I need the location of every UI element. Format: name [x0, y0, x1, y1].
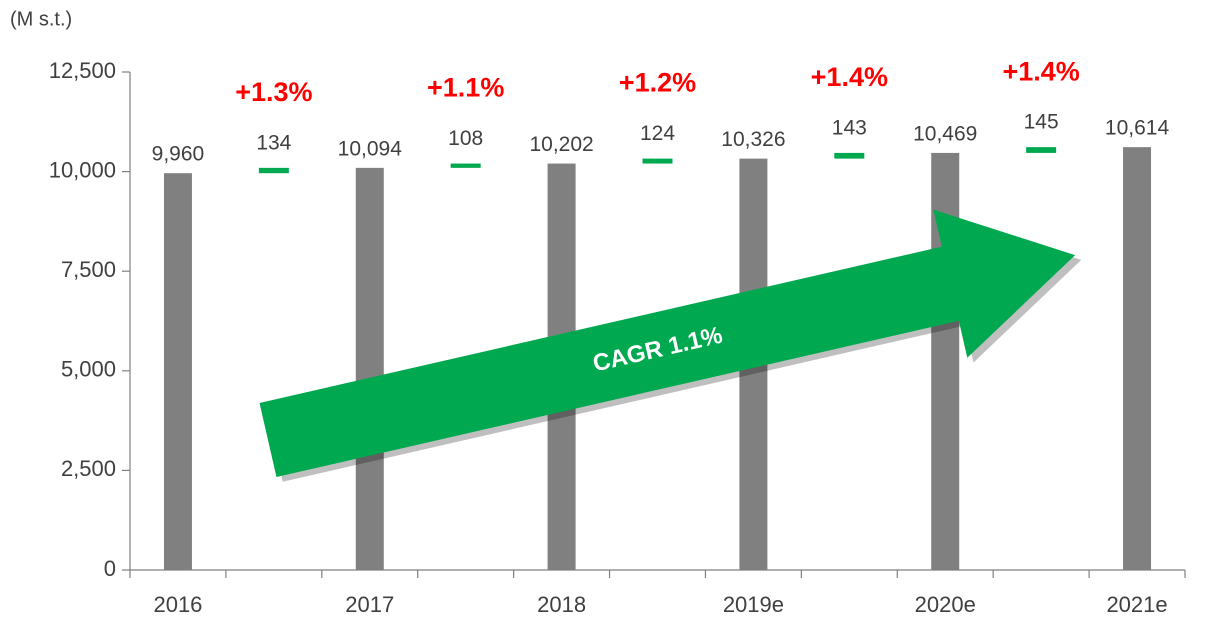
x-tick-label: 2017 [345, 592, 394, 617]
y-tick-label: 10,000 [49, 157, 116, 182]
arrow-body [259, 209, 1076, 478]
increment-label: 145 [1024, 111, 1059, 134]
increment-label: 124 [640, 122, 675, 145]
x-tick-label: 2019e [723, 592, 784, 617]
y-tick-label: 2,500 [61, 456, 116, 481]
growth-label: +1.3% [235, 77, 312, 107]
value-label: 10,326 [721, 128, 785, 151]
increment [450, 163, 481, 168]
x-tick-label: 2021e [1106, 592, 1167, 617]
bar [355, 167, 384, 570]
increment [258, 167, 289, 174]
y-tick-label: 0 [104, 556, 116, 581]
growth-label: +1.4% [811, 62, 888, 92]
x-tick-label: 2018 [537, 592, 586, 617]
growth-label: +1.4% [1002, 56, 1079, 86]
x-tick-label: 2016 [153, 592, 202, 617]
value-label: 9,960 [152, 143, 205, 166]
value-label: 10,614 [1105, 117, 1170, 140]
increment [642, 158, 673, 164]
unit-label: (M s.t.) [10, 8, 72, 30]
cagr-arrow: CAGR 1.1% [259, 209, 1082, 482]
growth-label: +1.1% [427, 73, 504, 103]
increment [834, 152, 865, 159]
value-label: 10,202 [529, 133, 593, 156]
y-tick-label: 12,500 [49, 58, 116, 83]
value-label: 10,469 [913, 122, 977, 145]
y-tick-label: 7,500 [61, 257, 116, 282]
bar [1123, 147, 1152, 570]
y-tick-label: 5,000 [61, 357, 116, 382]
growth-label: +1.2% [619, 68, 696, 98]
value-label: 10,094 [338, 137, 403, 160]
increment-label: 143 [832, 116, 867, 139]
increment [1026, 147, 1057, 153]
x-tick-label: 2020e [915, 592, 976, 617]
bar [163, 173, 192, 570]
increment-label: 134 [256, 131, 291, 154]
increment-label: 108 [448, 127, 483, 150]
